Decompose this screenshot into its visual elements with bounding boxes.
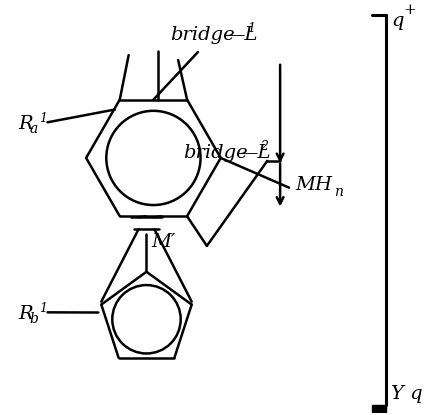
Text: b: b — [30, 312, 39, 326]
Text: 2: 2 — [260, 139, 268, 153]
Text: 1: 1 — [39, 302, 48, 315]
Text: MH: MH — [295, 176, 332, 194]
Text: Y q: Y q — [391, 385, 423, 403]
Text: n: n — [334, 185, 342, 199]
Bar — [372, 405, 386, 413]
Text: bridge: bridge — [183, 144, 248, 162]
Text: q: q — [391, 12, 403, 30]
Text: R: R — [18, 115, 33, 133]
Text: R: R — [18, 305, 33, 323]
Text: bridge: bridge — [170, 26, 235, 44]
Text: M′: M′ — [151, 233, 176, 251]
Text: 1: 1 — [39, 112, 48, 125]
Text: —L: —L — [226, 26, 258, 44]
Text: —L: —L — [239, 144, 271, 162]
Text: +: + — [404, 3, 417, 17]
Text: 1: 1 — [248, 22, 255, 35]
Text: a: a — [30, 122, 38, 136]
